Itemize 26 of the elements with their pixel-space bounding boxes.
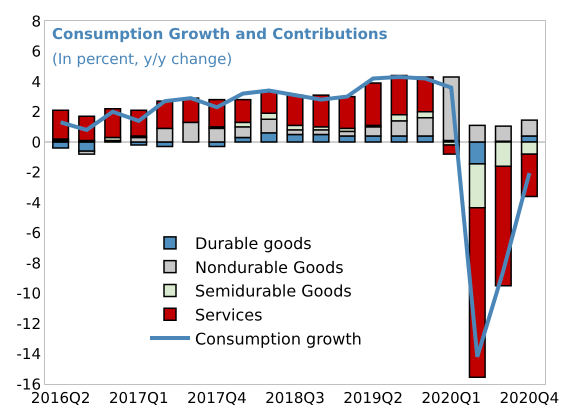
x-tick-label: 2020Q4	[500, 389, 560, 407]
y-tick-label: -10	[16, 284, 41, 302]
x-tick-label: 2017Q1	[108, 389, 169, 407]
legend-label: Nondurable Goods	[195, 258, 344, 277]
chart-title: Consumption Growth and Contributions	[52, 25, 388, 43]
legend-label: Consumption growth	[195, 329, 362, 348]
y-tick-label: -14	[16, 345, 41, 363]
y-tick-label: 6	[31, 42, 41, 60]
x-tick-label: 2017Q4	[187, 389, 247, 407]
legend-label: Services	[195, 306, 262, 324]
text: (In percent, y/y change)	[52, 50, 232, 68]
y-tick-label: 2	[31, 103, 41, 121]
y-tick-label: 0	[31, 133, 41, 152]
y-tick-label: -12	[16, 314, 41, 333]
x-tick-label: 2019Q2	[343, 389, 403, 407]
y-tick-label: -4	[26, 194, 41, 212]
x-tick-label: 2018Q3	[265, 389, 325, 407]
legend-label: Durable goods	[195, 234, 312, 254]
y-tick-label: -8	[26, 254, 41, 272]
y-tick-label: -2	[26, 164, 41, 182]
x-tick-label: 2020Q1	[421, 389, 482, 407]
y-tick-label: 8	[31, 12, 41, 30]
x-tick-label: 2016Q2	[30, 389, 90, 407]
y-tick-label: 4	[31, 72, 41, 91]
y-tick-label: -6	[26, 224, 41, 242]
legend-label: Semidurable Goods	[195, 282, 352, 301]
